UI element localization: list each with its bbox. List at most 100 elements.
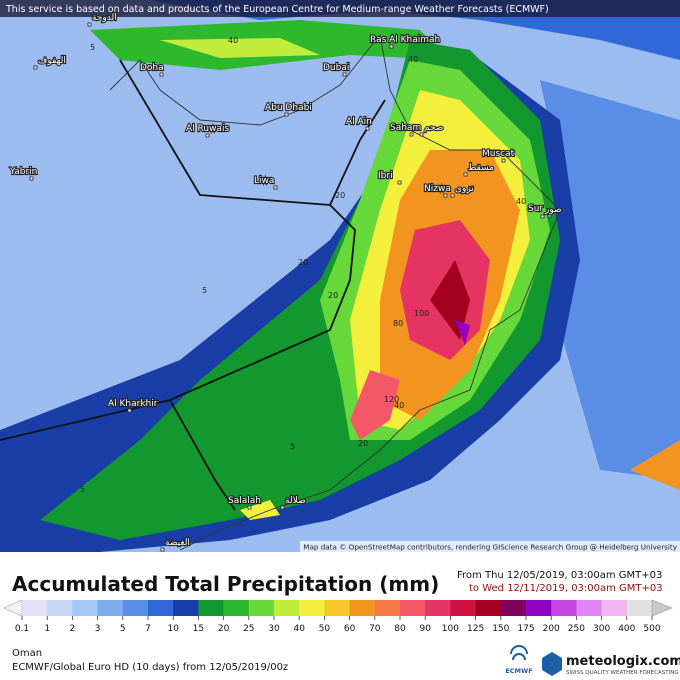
- precip-area: [350, 370, 400, 440]
- contour-label: 20: [298, 258, 308, 267]
- legend-tick-label: 50: [319, 624, 331, 634]
- legend-swatch: [425, 600, 451, 616]
- legend-swatch: [299, 600, 325, 616]
- contour-label: 80: [393, 319, 403, 328]
- contour-label: 20: [335, 191, 345, 200]
- place-dot: [450, 193, 455, 198]
- place-label: Al Ruwais: [186, 124, 229, 134]
- legend-tick-label: 1: [44, 624, 50, 634]
- logo-icon: [510, 645, 528, 661]
- contour-label: 5: [202, 286, 207, 295]
- place-dot: [127, 408, 132, 413]
- place-label: صحم: [424, 123, 443, 133]
- contour-label: 20: [358, 439, 368, 448]
- legend-swatch: [148, 600, 174, 616]
- legend-tick-label: 30: [268, 624, 280, 634]
- legend-tick-label: 250: [568, 624, 585, 634]
- contour-label: 120: [384, 395, 399, 404]
- legend-swatch: [72, 600, 98, 616]
- legend-swatch: [374, 600, 401, 616]
- legend-tick-label: 0.1: [15, 624, 29, 634]
- legend-swatch: [526, 600, 552, 616]
- place-label: Ibri: [378, 171, 393, 181]
- place-dot: [409, 132, 414, 137]
- model-run: ECMWF/Global Euro HD (10 days) from 12/0…: [12, 662, 288, 673]
- contour-label: 20: [328, 291, 338, 300]
- place-label: الدوحة: [92, 13, 117, 23]
- legend-swatch: [450, 600, 476, 616]
- legend-arrow-high: [651, 599, 673, 617]
- place-dot: [284, 112, 289, 117]
- date-to: to Wed 12/11/2019, 03:00am GMT+03: [469, 583, 663, 594]
- place-dot: [29, 176, 34, 181]
- legend-swatch: [248, 600, 275, 616]
- legend-arrow-low: [3, 599, 23, 617]
- precip-area: [430, 260, 470, 340]
- attribution-bg: [300, 541, 680, 552]
- legend-tick-label: 40: [293, 624, 305, 634]
- legend-tick-label: 90: [419, 624, 431, 634]
- legend-tick-label: 125: [467, 624, 484, 634]
- place-dot: [247, 505, 252, 510]
- legend-tick-label: 15: [193, 624, 204, 634]
- contour-label: 5: [90, 43, 95, 52]
- place-dot: [273, 185, 278, 190]
- place-dot: [389, 44, 394, 49]
- legend-tick-label: 100: [442, 624, 459, 634]
- place-label: Dubai: [323, 63, 349, 73]
- place-label: Ras Al Khaimah: [370, 35, 440, 45]
- place-dot: [159, 72, 164, 77]
- contour-label: 5: [290, 442, 295, 451]
- legend-swatch: [198, 600, 224, 616]
- place-label: Yabrin: [9, 167, 37, 177]
- logo-icon: [542, 652, 562, 676]
- color-legend: 0.1 1 2 3 5 7 10 15 20 25 30 40 50 60 70 80 90 100 125 150 1…: [3, 599, 673, 634]
- legend-swatch: [223, 600, 250, 616]
- contour-label: 40: [516, 197, 526, 206]
- place-dot: [443, 193, 448, 198]
- precip-area: [160, 38, 320, 58]
- place-label: الغيضة: [165, 538, 190, 548]
- legend-swatch: [22, 600, 48, 616]
- place-dot: [87, 22, 92, 27]
- place-label: صلالة: [285, 496, 306, 506]
- place-label: الهفوف: [38, 56, 66, 66]
- tagline: SWISS QUALITY WEATHER FORECASTING: [566, 670, 679, 676]
- legend-swatch: [576, 600, 602, 616]
- legend-tick-label: 500: [643, 624, 660, 634]
- contour-label: 40: [394, 401, 404, 410]
- legend-swatch: [551, 600, 577, 616]
- precip-area: [540, 80, 680, 480]
- legend-swatch: [324, 600, 350, 616]
- legend-swatch: [173, 600, 199, 616]
- legend-tick-label: 20: [218, 624, 230, 634]
- legend-swatch: [400, 600, 426, 616]
- place-label: Salalah: [228, 496, 261, 506]
- legend-swatch: [475, 600, 502, 616]
- place-dot: [365, 126, 370, 131]
- place-label: Sur: [528, 204, 543, 214]
- place-dot: [540, 214, 545, 219]
- contour-label: 5: [80, 485, 85, 494]
- meteologix-logo: meteologix.com SWISS QUALITY WEATHER FOR…: [542, 652, 680, 676]
- place-label: Doha: [140, 63, 164, 73]
- place-label: نزوى: [455, 184, 474, 194]
- legend-tick-label: 10: [167, 624, 179, 634]
- attribution: Map data © OpenStreetMap contributors, r…: [303, 543, 677, 552]
- precip-area: [240, 500, 280, 520]
- place-label: Muscat: [482, 149, 515, 159]
- legend-tick-label: 2: [70, 624, 76, 634]
- place-dot: [501, 158, 506, 163]
- legend-swatch: [601, 600, 628, 616]
- place-label: Abu Dhabi: [265, 103, 312, 113]
- legend-swatch: [47, 600, 73, 616]
- border: [169, 399, 236, 511]
- place-label: Liwa: [254, 176, 274, 186]
- ecmwf-text: ECMWF: [505, 667, 532, 675]
- notice: This service is based on data and produc…: [5, 4, 549, 15]
- place-dot: [205, 133, 210, 138]
- place-dot: [547, 213, 552, 218]
- precip-area: [630, 440, 680, 490]
- place-dot: [280, 505, 285, 510]
